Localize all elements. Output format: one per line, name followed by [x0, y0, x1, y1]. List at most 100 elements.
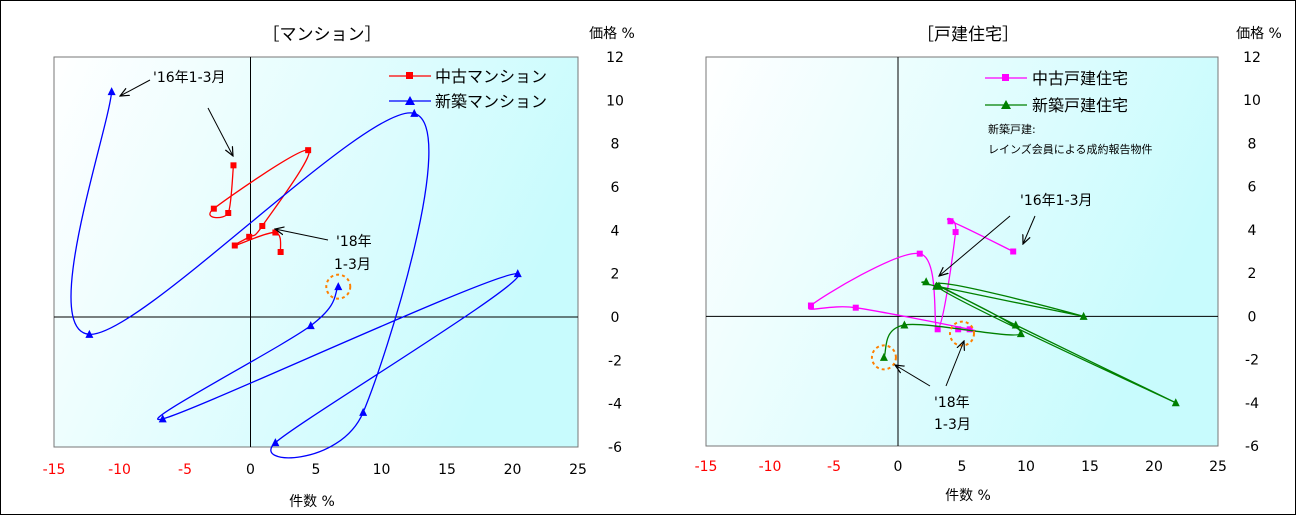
x-tick-label: 5: [958, 459, 967, 475]
data-point: [934, 326, 941, 333]
y-tick-label: 10: [606, 93, 624, 109]
arrow-end-new: [895, 365, 931, 387]
data-point: [922, 277, 931, 286]
y-tick-label: 4: [1248, 223, 1257, 239]
annotation-end-month: 1-3月: [334, 257, 371, 273]
annotation-start: '16年1-3月: [153, 70, 226, 86]
data-point: [966, 326, 973, 333]
legend-marker-used: [406, 72, 413, 79]
chart-title: ［マンション］: [263, 25, 382, 45]
x-tick-label: 25: [1209, 459, 1227, 475]
plot-area: [53, 56, 579, 448]
data-point: [334, 282, 343, 291]
data-point: [158, 414, 167, 423]
y-tick-label: -2: [608, 353, 622, 369]
y-tick-label: 0: [1248, 309, 1257, 325]
arrow-end: [275, 229, 329, 241]
x-tick-label: 25: [569, 462, 587, 478]
x-tick-label: -10: [759, 459, 782, 475]
arrow-start-new: [120, 79, 151, 96]
data-point: [1079, 311, 1088, 320]
y-tick-label: -6: [1245, 439, 1259, 455]
legend-label-new: 新築マンション: [435, 92, 547, 111]
data-point: [852, 304, 859, 311]
legend-marker-new: [405, 96, 415, 105]
plot-area: [705, 56, 1219, 447]
data-point: [1011, 320, 1020, 329]
arrow-end-used: [945, 341, 964, 387]
data-point: [259, 223, 266, 229]
data-point: [231, 242, 238, 249]
data-point: [271, 438, 280, 447]
y-tick-label: 2: [1248, 266, 1257, 282]
legend-label-used: 中古戸建住宅: [1032, 69, 1128, 88]
data-point: [225, 210, 232, 216]
data-point: [879, 352, 888, 361]
chart-mansion: ［マンション］ 価格 % 件数 % -15 -10 -5 0 5 10 15 20 251210…: [43, 25, 635, 510]
annotation-end-year: '18年: [336, 234, 372, 250]
x-tick-label: -5: [827, 459, 841, 475]
x-tick-label: 0: [246, 462, 255, 478]
y-tick-label: 8: [611, 137, 620, 153]
x-tick-label: 10: [373, 462, 391, 478]
x-axis-label: 件数 %: [289, 494, 335, 510]
data-point: [1171, 398, 1180, 407]
y-axis-label: 価格 %: [1236, 26, 1282, 42]
y-tick-label: 10: [1243, 93, 1261, 109]
data-point: [230, 162, 237, 169]
x-tick-label: -15: [43, 462, 66, 478]
highlight-circle: [870, 344, 897, 371]
x-tick-label: 15: [438, 462, 456, 478]
x-tick-label: 5: [312, 462, 321, 478]
legend-marker-used: [1002, 74, 1009, 81]
data-point: [900, 320, 909, 329]
data-point: [1016, 329, 1025, 338]
chart-detached-house: ［戸建住宅］ 価格 % 件数 % -15 -10 -5 0 5 10 15 20 2512108…: [695, 25, 1282, 504]
y-tick-label: 6: [611, 180, 620, 196]
series-line-1: [70, 91, 520, 459]
x-tick-label: 0: [894, 459, 903, 475]
x-tick-label: 20: [504, 462, 522, 478]
arrow-start-used: [1023, 215, 1036, 244]
annotation-end-year: '18年: [934, 395, 970, 411]
annotation-end-month: 1-3月: [934, 417, 971, 433]
x-tick-label: 20: [1145, 459, 1163, 475]
data-point: [306, 321, 315, 330]
note-line-2: レインズ会員による成約報告物件: [988, 142, 1152, 156]
data-point: [359, 407, 368, 416]
y-tick-label: -2: [1245, 353, 1259, 369]
data-point: [1010, 248, 1017, 255]
y-tick-label: 12: [1243, 50, 1261, 66]
data-point: [934, 281, 943, 290]
legend-marker-new: [1001, 100, 1011, 109]
x-tick-label: -15: [695, 459, 718, 475]
data-point: [410, 108, 419, 117]
series-line-1: [883, 281, 1178, 404]
highlight-circle: [325, 273, 352, 300]
chart-title: ［戸建住宅］: [917, 25, 1019, 45]
data-point: [272, 229, 279, 236]
y-tick-label: 2: [611, 267, 620, 283]
series-line-0: [209, 149, 310, 253]
arrow-start-used: [207, 107, 233, 156]
y-tick-label: -4: [1245, 396, 1259, 412]
data-point: [952, 229, 959, 236]
legend-label-new: 新築戸建住宅: [1032, 96, 1128, 115]
y-tick-label: 12: [606, 50, 624, 66]
y-tick-label: 4: [611, 223, 620, 239]
x-axis-label: 件数 %: [945, 488, 991, 504]
note-line-1: 新築戸建:: [988, 122, 1036, 136]
y-tick-label: 0: [611, 310, 620, 326]
data-point: [107, 87, 116, 96]
data-point: [277, 249, 284, 255]
y-axis-label: 価格 %: [589, 26, 635, 42]
x-tick-label: 15: [1081, 459, 1099, 475]
legend: 中古戸建住宅 新築戸建住宅: [985, 69, 1128, 115]
data-point: [916, 250, 923, 257]
x-tick-label: -10: [108, 462, 131, 478]
data-point: [513, 269, 522, 278]
arrow-start-new: [939, 215, 1011, 276]
data-point: [246, 233, 253, 240]
